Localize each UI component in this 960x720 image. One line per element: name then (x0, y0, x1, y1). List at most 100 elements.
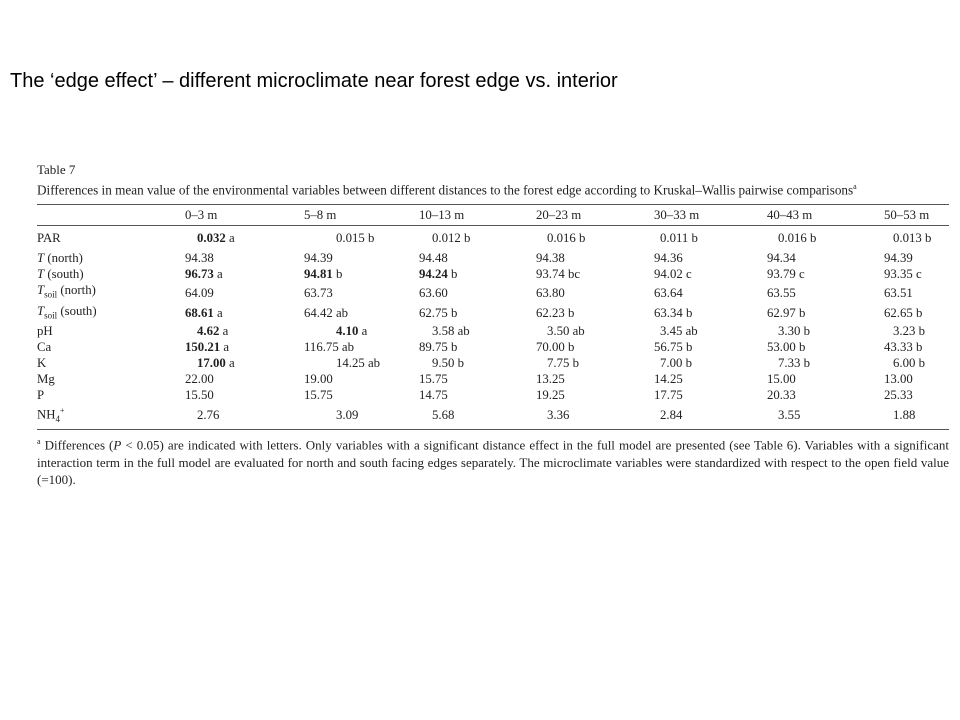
significance-letter: ab (341, 340, 355, 355)
cell-value: 3.55 (778, 408, 801, 423)
cell-value: 93.74 (536, 267, 565, 282)
variable-name: T (37, 267, 45, 282)
significance-letter: b (368, 231, 375, 246)
cell-value: 0.016 (547, 231, 576, 246)
cell-value: 94.38 (536, 251, 565, 266)
significance-letter: ab (336, 306, 349, 321)
variable-name: K (37, 356, 47, 371)
table-row: Tsoil (north) 64.09 63.73 63.60 63.80 63.64 63… (37, 282, 949, 303)
table-cell: 13.25 (536, 371, 654, 387)
cell-value: 62.23 (536, 306, 565, 321)
variable-name: Ca (37, 340, 52, 355)
variable-subscript: soil (44, 289, 58, 300)
table-cell: 63.73 (304, 282, 419, 303)
significance-letter: b (572, 356, 580, 371)
significance-letter: a (217, 306, 223, 321)
significance-letter: b (579, 231, 586, 246)
cell-value: 43.33 (884, 340, 913, 355)
cell-value: 53.00 (767, 340, 796, 355)
table-cell: 0.032 a (185, 226, 304, 250)
table-cell: 116.75 ab (304, 339, 419, 355)
table-cell: 94.34 (767, 250, 884, 266)
significance-letter: c (916, 267, 922, 282)
table-cell: 15.75 (304, 387, 419, 403)
footnote-text-1: Differences ( (40, 437, 114, 453)
significance-letter: b (451, 267, 458, 282)
table-cell: 14.25 (654, 371, 767, 387)
cell-value: 150.21 (185, 340, 221, 355)
cell-value: 7.00 (660, 356, 683, 371)
variable-subscript: 4 (55, 414, 60, 425)
cell-value: 3.30 (778, 324, 801, 339)
table-row: Ca 150.21 a 116.75 ab 89.75 b 70.00 b 56.75 b… (37, 339, 949, 355)
table-cell: 0.013 b (884, 226, 949, 250)
scanned-table: Table 7 Differences in mean value of the… (37, 162, 949, 488)
table-cell: 3.50 ab (536, 323, 654, 339)
table-cell: 96.73 a (185, 266, 304, 282)
table-cell: 0.016 b (536, 226, 654, 250)
variable-name: T (37, 251, 45, 266)
table-cell: 3.23 b (884, 323, 949, 339)
table-cell: 62.97 b (767, 303, 884, 324)
table-cell: 93.79 c (767, 266, 884, 282)
table-cell: 19.25 (536, 387, 654, 403)
cell-value: 94.81 (304, 267, 333, 282)
variable-name: T (37, 303, 45, 318)
cell-value: 70.00 (536, 340, 565, 355)
table-cell: 0.012 b (419, 226, 536, 250)
cell-value: 94.38 (185, 251, 214, 266)
table-cell: 150.21 a (185, 339, 304, 355)
table-cell: 7.33 b (767, 355, 884, 371)
header-variable (37, 205, 185, 226)
table-cell: 64.42 ab (304, 303, 419, 324)
cell-value: 14.25 (654, 372, 683, 387)
bottom-rule (37, 429, 949, 431)
cell-value: 64.09 (185, 285, 214, 300)
table-cell: 4.10 a (304, 323, 419, 339)
variable-superscript: + (59, 406, 65, 416)
cell-value: 0.016 (778, 231, 807, 246)
significance-letter: ab (368, 356, 381, 371)
table-cell: 2.76 (185, 403, 304, 427)
table-cell: 94.39 (304, 250, 419, 266)
cell-value: 2.76 (197, 408, 220, 423)
row-variable: Tsoil (south) (37, 303, 185, 324)
table-row: T (north) 94.38 94.39 94.48 94.38 94.36 94.34 9… (37, 250, 949, 266)
significance-letter: a (361, 324, 368, 339)
cell-value: 62.75 (419, 306, 448, 321)
table-cell: 53.00 b (767, 339, 884, 355)
significance-letter: b (918, 356, 926, 371)
cell-value: 116.75 (304, 340, 339, 355)
table-cell: 6.00 b (884, 355, 949, 371)
cell-value: 94.39 (304, 251, 333, 266)
row-variable: NH4+ (37, 403, 185, 427)
table-cell: 63.60 (419, 282, 536, 303)
cell-value: 63.60 (419, 285, 448, 300)
cell-value: 0.012 (432, 231, 461, 246)
table-footnote: a Differences (P < 0.05) are indicated w… (37, 433, 949, 487)
table-row: K 17.00 a 14.25 ab 9.50 b 7.75 b 7.00 b 7.33 b… (37, 355, 949, 371)
cell-value: 63.34 (654, 306, 683, 321)
cell-value: 56.75 (654, 340, 683, 355)
cell-value: 64.42 (304, 306, 333, 321)
table-cell: 15.75 (419, 371, 536, 387)
significance-letter: b (918, 324, 926, 339)
table-cell: 94.39 (884, 250, 949, 266)
table-cell: 68.61 a (185, 303, 304, 324)
cell-value: 94.24 (419, 267, 448, 282)
cell-value: 22.00 (185, 372, 214, 387)
table-cell: 5.68 (419, 403, 536, 427)
cell-value: 63.55 (767, 285, 796, 300)
cell-value: 17.75 (654, 388, 683, 403)
table-cell: 94.81 b (304, 266, 419, 282)
significance-letter: ab (457, 324, 470, 339)
table-cell: 70.00 b (536, 339, 654, 355)
cell-value: 3.09 (336, 408, 359, 423)
cell-value: 62.97 (767, 306, 796, 321)
cell-value: 14.25 (336, 356, 365, 371)
significance-letter: b (686, 340, 693, 355)
table-cell: 3.58 ab (419, 323, 536, 339)
table-cell: 3.36 (536, 403, 654, 427)
significance-letter: b (925, 231, 932, 246)
table-cell: 14.75 (419, 387, 536, 403)
